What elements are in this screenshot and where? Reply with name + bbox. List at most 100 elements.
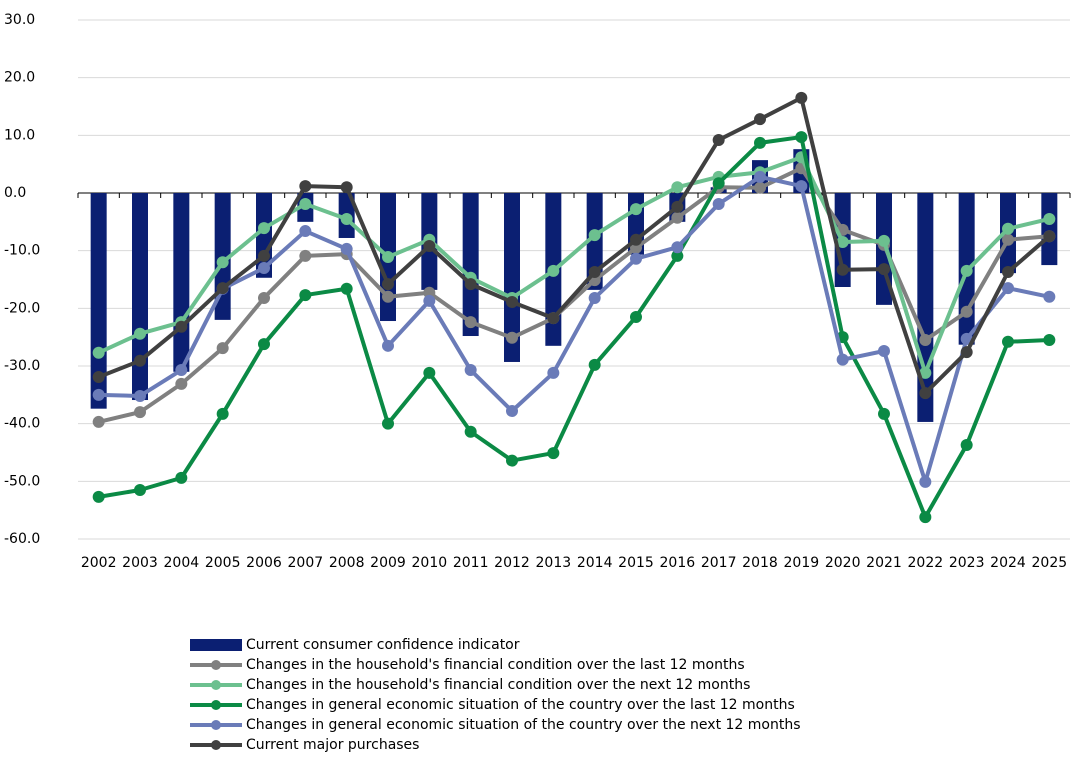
bar — [504, 193, 520, 362]
marker — [464, 364, 477, 377]
x-tick-label: 2003 — [122, 555, 158, 571]
x-tick-label: 2018 — [742, 555, 778, 571]
bar — [586, 193, 603, 290]
marker — [299, 249, 312, 262]
x-tick-label: 2006 — [246, 555, 282, 571]
x-tick-label: 2014 — [577, 555, 613, 571]
legend-swatch — [190, 639, 242, 651]
marker — [547, 264, 560, 277]
bar — [173, 193, 190, 372]
marker — [836, 353, 849, 366]
x-tick-label: 2007 — [288, 555, 324, 571]
y-tick-label: 10.0 — [4, 127, 35, 143]
marker — [960, 332, 973, 345]
marker — [588, 291, 601, 304]
marker — [175, 320, 188, 333]
marker — [299, 180, 312, 193]
marker — [134, 354, 146, 367]
marker — [1002, 282, 1014, 295]
marker — [795, 91, 808, 104]
marker — [919, 387, 932, 400]
legend-label: Changes in general economic situation of… — [246, 697, 795, 713]
legend-label: Changes in general economic situation of… — [246, 717, 801, 733]
marker — [423, 366, 436, 379]
marker — [960, 305, 973, 318]
y-tick-label: 20.0 — [4, 70, 35, 86]
marker — [134, 406, 146, 419]
legend-label: Changes in the household's financial con… — [246, 657, 745, 673]
marker — [216, 407, 229, 420]
line — [98, 174, 1050, 484]
marker — [1043, 290, 1056, 303]
x-tick-label: 2019 — [784, 555, 820, 571]
y-tick-label: 30.0 — [4, 12, 35, 28]
x-tick-label: 2024 — [990, 555, 1026, 571]
marker — [919, 366, 932, 379]
x-tick-label: 2015 — [618, 555, 654, 571]
marker — [216, 342, 229, 355]
x-tick-label: 2002 — [81, 555, 117, 571]
marker — [134, 327, 146, 340]
marker — [92, 346, 105, 359]
marker — [506, 404, 518, 417]
marker — [960, 264, 973, 277]
marker — [630, 310, 642, 323]
marker — [92, 490, 105, 503]
marker — [1002, 222, 1014, 235]
marker — [547, 366, 560, 379]
marker — [340, 212, 353, 225]
legend-swatch — [211, 680, 221, 690]
marker — [423, 240, 436, 253]
x-tick-label: 2016 — [660, 555, 696, 571]
x-tick-label: 2009 — [370, 555, 406, 571]
bar — [132, 193, 148, 401]
marker — [382, 339, 394, 352]
marker — [175, 377, 188, 390]
marker — [712, 133, 725, 146]
marker — [1002, 266, 1014, 279]
marker — [299, 197, 312, 210]
marker — [836, 236, 849, 249]
legend-swatch — [211, 660, 221, 670]
marker — [258, 261, 270, 274]
marker — [878, 345, 890, 358]
marker — [506, 331, 518, 344]
marker — [754, 113, 766, 126]
marker — [92, 370, 105, 383]
marker — [547, 447, 560, 460]
marker — [258, 338, 270, 351]
legend-swatch — [211, 720, 221, 730]
marker — [382, 290, 394, 303]
y-tick-label: -60.0 — [4, 531, 40, 547]
marker — [175, 364, 188, 377]
marker — [134, 389, 146, 402]
x-tick-label: 2020 — [825, 555, 861, 571]
marker — [630, 252, 642, 265]
marker — [299, 225, 312, 238]
marker — [630, 233, 642, 246]
marker — [382, 278, 394, 291]
marker — [340, 181, 353, 194]
x-tick-label: 2005 — [205, 555, 241, 571]
y-tick-label: 0.0 — [4, 185, 26, 201]
x-tick-label: 2025 — [1032, 555, 1068, 571]
bar — [462, 193, 479, 337]
x-tick-label: 2012 — [494, 555, 530, 571]
y-tick-label: -30.0 — [4, 358, 40, 374]
marker — [340, 242, 353, 255]
marker — [1043, 230, 1056, 243]
marker — [588, 266, 601, 279]
marker — [464, 425, 477, 438]
marker — [216, 256, 229, 269]
legend-swatch — [211, 700, 221, 710]
marker — [382, 417, 394, 430]
marker — [1043, 212, 1056, 225]
marker — [216, 282, 229, 295]
x-tick-label: 2023 — [949, 555, 985, 571]
legend-label: Current major purchases — [246, 737, 419, 753]
y-tick-label: -20.0 — [4, 300, 40, 316]
marker — [754, 181, 766, 194]
marker — [795, 180, 808, 193]
marker — [258, 249, 270, 262]
